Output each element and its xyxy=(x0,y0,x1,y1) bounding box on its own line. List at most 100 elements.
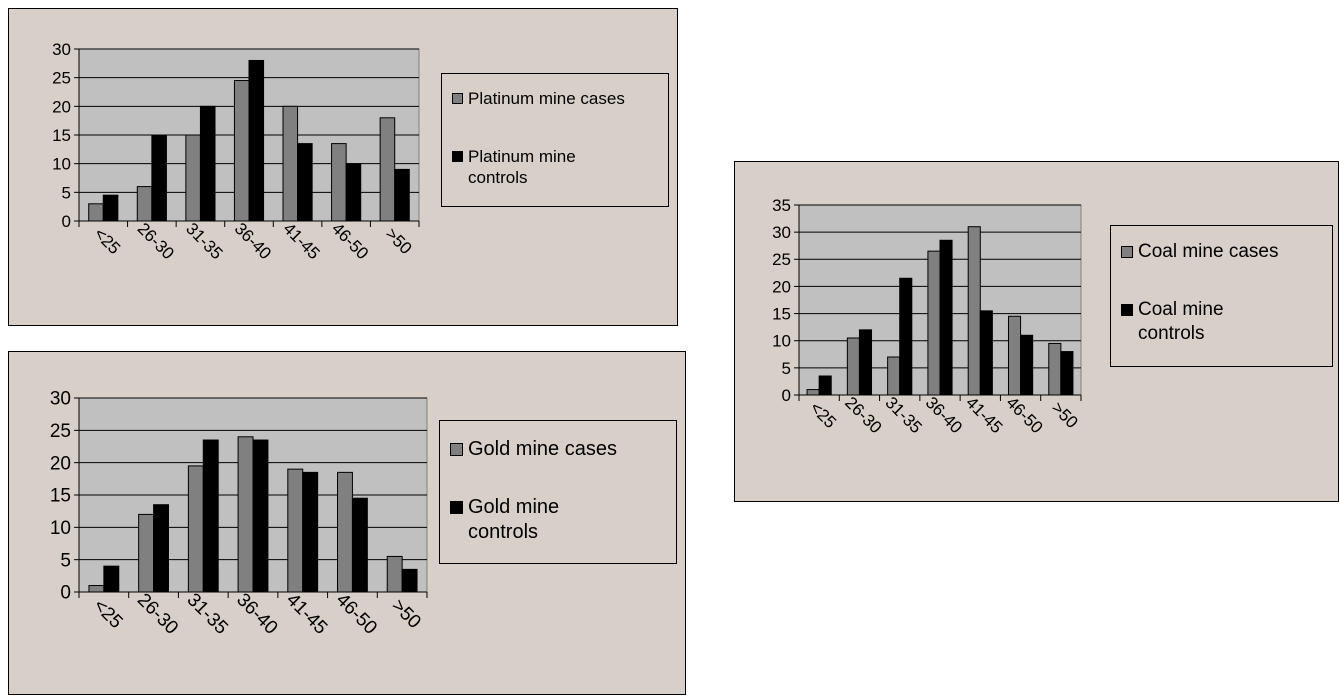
chart-panel-gold: 0 5 10 15 20 25 30 <25 26-30 31-35 36-40 41-45 46-50… xyxy=(8,351,686,695)
y-tick-label: 0 xyxy=(60,583,71,604)
bar-cases xyxy=(927,250,941,396)
y-tick-label: 30 xyxy=(772,223,791,242)
legend-item-cases: Coal mine cases xyxy=(1121,240,1278,264)
legend-swatch-cases xyxy=(452,93,463,104)
x-tick-label: 31-35 xyxy=(882,393,926,437)
bar-controls xyxy=(252,439,269,593)
y-tick-label: 20 xyxy=(52,97,71,116)
bar-cases xyxy=(1048,342,1062,396)
bar-cases xyxy=(233,80,250,222)
bar-cases xyxy=(88,203,104,222)
bar-cases xyxy=(386,555,403,593)
y-tick-label: 25 xyxy=(52,69,71,88)
legend-label-cases: Coal mine cases xyxy=(1138,241,1279,262)
legend-item-cases: Platinum mine cases xyxy=(452,88,625,109)
y-tick-label: 5 xyxy=(782,359,791,378)
bar-chart-gold: 0 5 10 15 20 25 30 <25 26-30 31-35 36-40 41-45 46-50… xyxy=(50,389,428,639)
bar-controls xyxy=(818,375,832,396)
x-tick-label: 26-30 xyxy=(133,590,182,639)
bar-controls xyxy=(199,105,216,222)
bar-controls xyxy=(248,59,265,222)
bar-controls xyxy=(345,163,362,222)
x-tick-label: 36-40 xyxy=(232,590,281,639)
x-tick-label: 31-35 xyxy=(183,590,232,639)
bar-cases xyxy=(287,468,304,593)
x-tick-label: 26-30 xyxy=(841,393,885,437)
legend-platinum: Platinum mine cases Platinum mine contro… xyxy=(441,73,669,207)
y-tick-label: 10 xyxy=(52,155,71,174)
x-tick-label: >50 xyxy=(1048,398,1082,432)
bar-cases xyxy=(237,436,254,593)
legend-item-controls: Platinum mine controls xyxy=(452,146,612,189)
x-tick-label: >50 xyxy=(387,595,425,633)
y-tick-label: 25 xyxy=(772,250,791,269)
legend-label-controls: Coal mine controls xyxy=(1138,299,1224,344)
bar-cases xyxy=(1007,315,1022,396)
bar-chart-platinum: 0 5 10 15 20 25 30 <25 26-30 31-35 36-40 41-45 46-50… xyxy=(52,40,420,263)
x-tick-label: <25 xyxy=(806,398,840,432)
y-tick-label: 20 xyxy=(50,453,71,474)
legend-swatch-controls xyxy=(450,501,463,514)
legend-item-controls: Coal mine controls xyxy=(1121,298,1261,346)
x-tick-label: 46-50 xyxy=(332,590,381,639)
y-tick-label: 20 xyxy=(772,277,791,296)
y-tick-label: 0 xyxy=(782,386,791,405)
bar-cases xyxy=(185,134,201,222)
bar-controls xyxy=(1060,351,1074,396)
bar-controls xyxy=(351,497,368,593)
bar-cases xyxy=(337,471,353,593)
bar-controls xyxy=(153,504,169,593)
bar-controls xyxy=(297,143,313,222)
x-tick-label: <25 xyxy=(90,224,124,258)
y-tick-label: 25 xyxy=(50,421,71,442)
legend-swatch-cases xyxy=(450,443,463,456)
bar-controls xyxy=(401,568,418,593)
x-tick-label: 41-45 xyxy=(279,219,323,263)
x-tick-label: 41-45 xyxy=(282,590,331,639)
bar-cases xyxy=(187,465,204,593)
y-tick-label: 0 xyxy=(62,212,71,231)
bar-cases xyxy=(379,117,396,222)
bar-cases xyxy=(887,356,901,396)
bar-controls xyxy=(1020,334,1034,396)
legend-item-cases: Gold mine cases xyxy=(450,437,617,462)
y-tick-label: 5 xyxy=(62,183,71,202)
y-tick-label: 10 xyxy=(50,518,71,539)
bar-controls xyxy=(202,439,219,593)
bar-chart-coal: 0 5 10 15 20 25 30 35 <25 26-3031-3536-4041-4546-… xyxy=(772,196,1082,437)
x-tick-label: 31-35 xyxy=(182,219,226,263)
bar-controls xyxy=(302,471,319,593)
x-tick-label: 41-45 xyxy=(962,393,1006,437)
legend-item-controls: Gold mine controls xyxy=(450,495,600,545)
bar-controls xyxy=(858,329,873,396)
y-tick-label: 10 xyxy=(772,332,791,351)
bar-cases xyxy=(331,143,347,222)
legend-swatch-cases xyxy=(1121,246,1133,258)
x-tick-label: 36-40 xyxy=(922,393,966,437)
bar-controls xyxy=(394,168,410,222)
bar-controls xyxy=(151,134,167,222)
bar-cases xyxy=(136,186,153,222)
x-tick-label: 36-40 xyxy=(231,219,275,263)
chart-panel-coal: 0 5 10 15 20 25 30 35 <25 26-30 31-35 36-40 41-45 46-… xyxy=(734,161,1339,502)
bar-cases xyxy=(846,337,860,396)
bar-cases xyxy=(967,226,981,396)
legend-label-controls: Gold mine controls xyxy=(468,496,560,543)
legend-gold: Gold mine cases Gold mine controls xyxy=(439,420,677,564)
y-tick-label: 30 xyxy=(50,389,71,410)
x-tick-label: <25 xyxy=(89,595,127,633)
legend-coal: Coal mine cases Coal mine controls xyxy=(1110,225,1333,367)
bar-cases xyxy=(282,105,299,222)
bar-cases xyxy=(806,389,820,396)
y-tick-label: 15 xyxy=(52,126,71,145)
y-tick-label: 5 xyxy=(60,550,71,571)
y-tick-label: 35 xyxy=(772,196,791,215)
x-tick-label: 26-30 xyxy=(134,219,178,263)
x-tick-label: 46-50 xyxy=(328,219,372,263)
bar-controls xyxy=(103,565,120,593)
x-tick-label: 46-50 xyxy=(1002,393,1046,437)
legend-swatch-controls xyxy=(1121,304,1133,316)
bar-cases xyxy=(88,585,105,593)
y-tick-label: 15 xyxy=(772,305,791,324)
chart-panel-platinum: 0 5 10 15 20 25 30 <25 26-30 31-35 36-40 41-45 46-50… xyxy=(8,8,678,326)
